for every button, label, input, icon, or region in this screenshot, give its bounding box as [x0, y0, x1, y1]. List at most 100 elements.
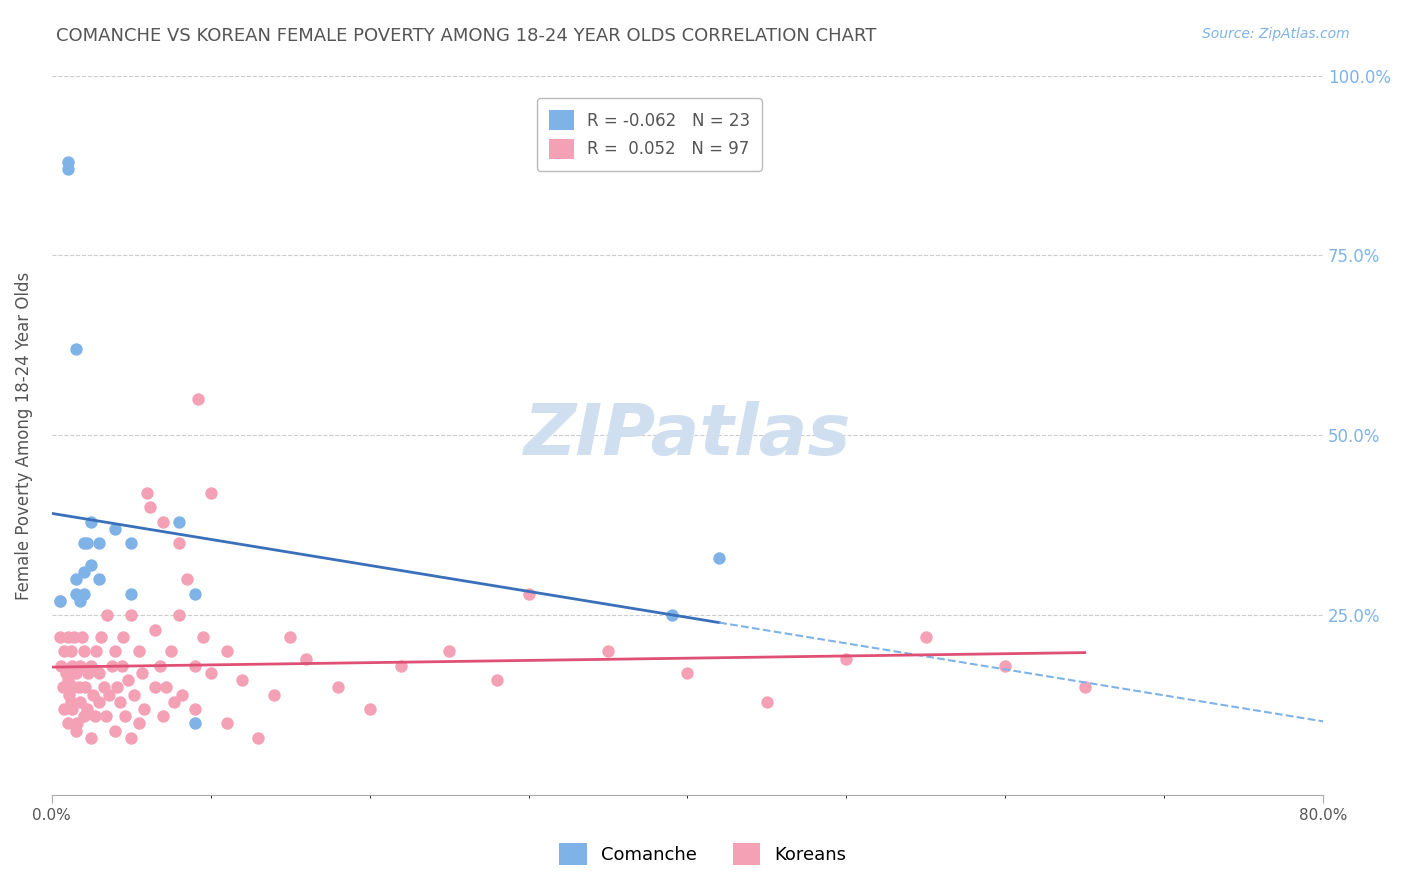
Point	[120, 608, 142, 623]
Point	[69, 658, 91, 673]
Point	[77, 665, 100, 680]
Point	[215, 644, 238, 658]
Legend: Comanche, Koreans: Comanche, Koreans	[551, 834, 855, 874]
Point	[80, 731, 103, 745]
Point	[56, 154, 79, 169]
Point	[389, 658, 412, 673]
Point	[155, 681, 177, 695]
Legend: R = -0.062   N = 23, R =  0.052   N = 97: R = -0.062 N = 23, R = 0.052 N = 97	[537, 98, 762, 170]
Point	[83, 709, 105, 723]
Point	[80, 658, 103, 673]
Point	[97, 688, 120, 702]
Point	[104, 522, 127, 536]
Point	[55, 665, 77, 680]
Point	[104, 723, 127, 738]
Point	[661, 608, 683, 623]
Point	[124, 688, 146, 702]
Point	[184, 658, 207, 673]
Point	[72, 536, 94, 550]
Point	[93, 681, 115, 695]
Point	[52, 681, 75, 695]
Point	[48, 630, 70, 644]
Point	[200, 486, 222, 500]
Point	[200, 665, 222, 680]
Point	[139, 500, 162, 515]
Point	[755, 695, 778, 709]
Point	[75, 681, 97, 695]
Point	[326, 681, 349, 695]
Text: COMANCHE VS KOREAN FEMALE POVERTY AMONG 18-24 YEAR OLDS CORRELATION CHART: COMANCHE VS KOREAN FEMALE POVERTY AMONG …	[56, 27, 876, 45]
Point	[143, 623, 166, 637]
Point	[105, 681, 128, 695]
Point	[58, 688, 80, 702]
Point	[136, 486, 159, 500]
Point	[89, 665, 111, 680]
Point	[89, 695, 111, 709]
Point	[517, 587, 540, 601]
Point	[76, 702, 98, 716]
Point	[914, 630, 936, 644]
Point	[80, 515, 103, 529]
Point	[72, 565, 94, 579]
Point	[117, 673, 139, 687]
Point	[120, 536, 142, 550]
Point	[111, 658, 134, 673]
Point	[67, 681, 90, 695]
Point	[994, 658, 1017, 673]
Point	[48, 594, 70, 608]
Point	[63, 681, 86, 695]
Point	[56, 630, 79, 644]
Point	[72, 644, 94, 658]
Point	[191, 630, 214, 644]
Point	[65, 342, 87, 356]
Point	[184, 716, 207, 731]
Point	[163, 695, 186, 709]
Point	[89, 573, 111, 587]
Point	[80, 558, 103, 572]
Point	[247, 731, 270, 745]
Point	[149, 658, 172, 673]
Point	[176, 573, 198, 587]
Point	[96, 608, 118, 623]
Point	[56, 716, 79, 731]
Point	[65, 573, 87, 587]
Point	[131, 665, 153, 680]
Point	[709, 550, 731, 565]
Point	[72, 709, 94, 723]
Point	[437, 644, 460, 658]
Point	[128, 644, 150, 658]
Point	[835, 651, 858, 665]
Point	[128, 716, 150, 731]
Y-axis label: Female Poverty Among 18-24 Year Olds: Female Poverty Among 18-24 Year Olds	[15, 271, 32, 599]
Point	[167, 536, 190, 550]
Point	[676, 665, 699, 680]
Point	[69, 695, 91, 709]
Point	[167, 608, 190, 623]
Point	[152, 515, 174, 529]
Point	[359, 702, 381, 716]
Point	[263, 688, 285, 702]
Point	[215, 716, 238, 731]
Point	[89, 536, 111, 550]
Text: ZIPatlas: ZIPatlas	[524, 401, 851, 470]
Point	[120, 731, 142, 745]
Point	[76, 536, 98, 550]
Point	[184, 587, 207, 601]
Point	[59, 644, 82, 658]
Point	[160, 644, 183, 658]
Point	[112, 630, 135, 644]
Point	[485, 673, 508, 687]
Point	[94, 709, 117, 723]
Point	[596, 644, 619, 658]
Point	[231, 673, 253, 687]
Point	[65, 723, 87, 738]
Text: Source: ZipAtlas.com: Source: ZipAtlas.com	[1202, 27, 1350, 41]
Point	[278, 630, 301, 644]
Point	[152, 709, 174, 723]
Point	[63, 630, 86, 644]
Point	[62, 658, 84, 673]
Point	[104, 644, 127, 658]
Point	[56, 162, 79, 177]
Point	[65, 665, 87, 680]
Point	[132, 702, 155, 716]
